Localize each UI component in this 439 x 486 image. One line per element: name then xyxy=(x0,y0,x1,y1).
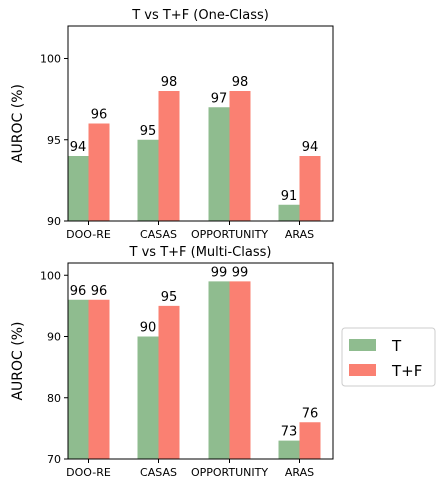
x-tick-label: OPPORTUNITY xyxy=(191,466,268,479)
y-tick-label: 100 xyxy=(40,269,61,282)
data-label: 90 xyxy=(140,321,157,336)
plot-frame xyxy=(67,262,334,460)
bar-tf xyxy=(229,91,251,221)
x-tick-label: CASAS xyxy=(140,228,177,241)
y-tick-label: 80 xyxy=(47,392,61,405)
x-tick-label: DOO-RE xyxy=(66,466,111,479)
bar-t xyxy=(137,139,159,221)
x-tick-label: ARAS xyxy=(285,228,314,241)
y-axis-label: AUROC (%) xyxy=(10,321,26,400)
bar-tf xyxy=(88,299,110,459)
bar-tf xyxy=(299,156,321,221)
bar-tf xyxy=(299,422,321,459)
data-label: 99 xyxy=(211,265,228,280)
x-tick-label: DOO-RE xyxy=(66,228,111,241)
legend: T T+F xyxy=(341,327,436,387)
bar-tf xyxy=(158,91,180,221)
bar-t xyxy=(208,107,230,221)
one-class-chart: T vs T+F (One-Class) 94 96 DOO-RE 95 98 CASAS 9… xyxy=(10,8,334,241)
y-tick-label: 90 xyxy=(47,215,61,228)
data-label: 76 xyxy=(302,406,319,421)
bar-tf xyxy=(88,123,110,221)
data-label: 96 xyxy=(91,284,108,299)
data-label: 95 xyxy=(140,124,157,139)
bar-t xyxy=(137,336,159,459)
x-tick-label: OPPORTUNITY xyxy=(191,228,268,241)
legend-label-tf: T+F xyxy=(391,362,422,380)
y-tick-label: 100 xyxy=(40,53,61,66)
data-label: 91 xyxy=(281,189,298,204)
data-label: 94 xyxy=(70,140,87,155)
y-tick-label: 95 xyxy=(47,134,61,147)
legend-swatch-t xyxy=(349,339,376,351)
chart-title: T vs T+F (Multi-Class) xyxy=(129,245,272,260)
bar-t xyxy=(67,156,89,221)
bar-tf xyxy=(229,281,251,459)
bar-t xyxy=(208,281,230,459)
data-label: 73 xyxy=(281,425,298,440)
multi-class-chart: T vs T+F (Multi-Class) 96 96 DOO-RE 90 95 CASA… xyxy=(10,245,334,479)
data-label: 98 xyxy=(232,75,249,90)
data-label: 98 xyxy=(161,75,178,90)
x-tick-label: CASAS xyxy=(140,466,177,479)
bar-tf xyxy=(158,305,180,459)
data-label: 97 xyxy=(211,91,228,106)
plot-frame xyxy=(67,25,334,222)
chart-title: T vs T+F (One-Class) xyxy=(131,8,269,23)
data-label: 96 xyxy=(70,284,87,299)
legend-swatch-tf xyxy=(349,364,376,376)
y-axis-label: AUROC (%) xyxy=(10,84,26,163)
bar-t xyxy=(278,204,300,221)
data-label: 99 xyxy=(232,265,249,280)
data-label: 96 xyxy=(91,108,108,123)
x-tick-label: ARAS xyxy=(285,466,314,479)
bar-t xyxy=(67,299,89,459)
legend-label-t: T xyxy=(391,337,402,355)
data-label: 95 xyxy=(161,290,178,305)
y-tick-label: 70 xyxy=(47,453,61,466)
data-label: 94 xyxy=(302,140,319,155)
bar-t xyxy=(278,440,300,459)
y-tick-label: 90 xyxy=(47,331,61,344)
